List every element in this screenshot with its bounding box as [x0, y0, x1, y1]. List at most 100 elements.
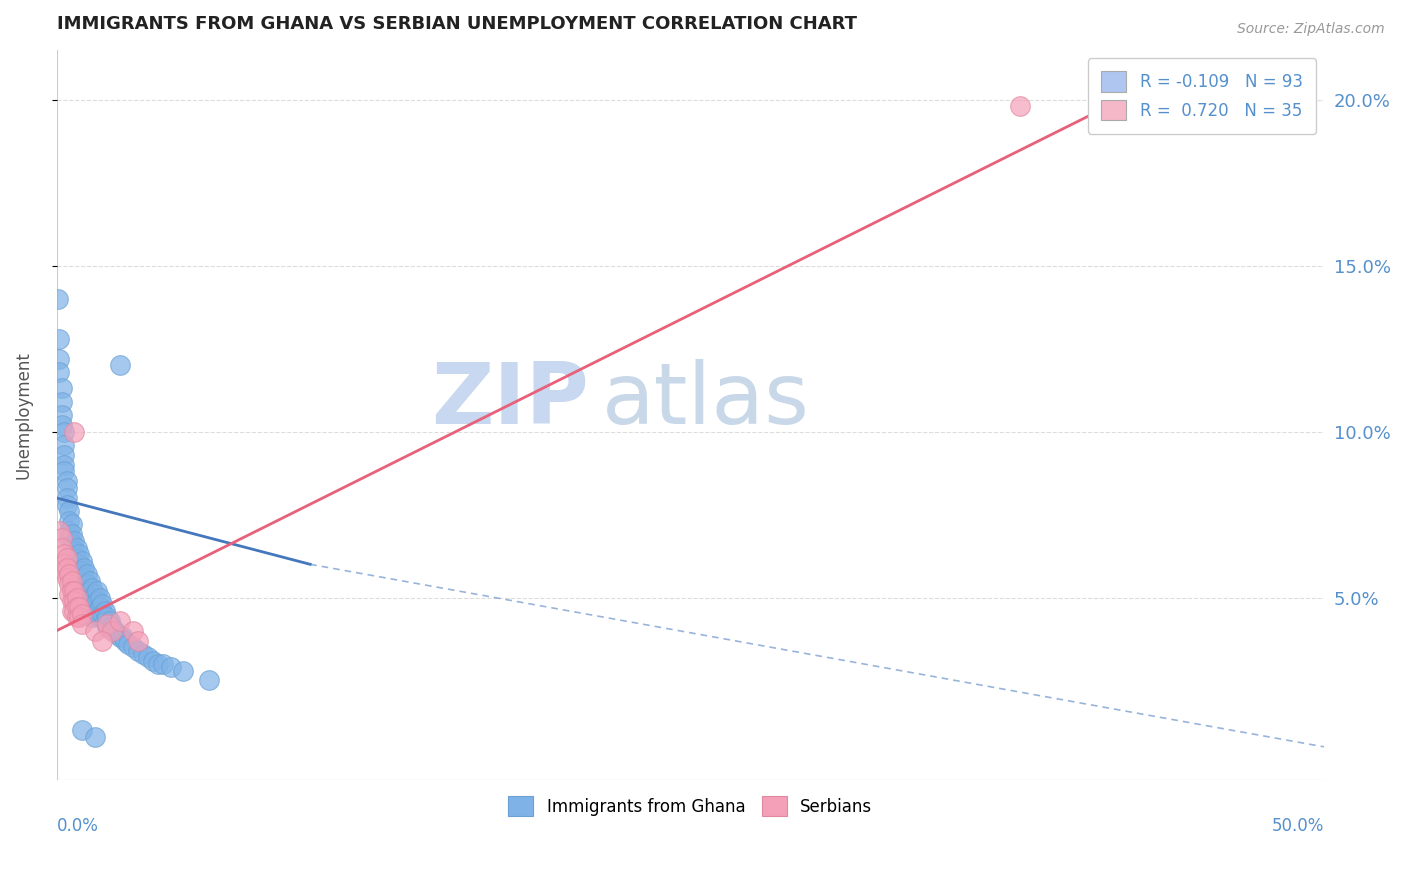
Y-axis label: Unemployment: Unemployment	[15, 351, 32, 479]
Point	[66, 541, 89, 555]
Point	[63, 534, 86, 549]
Point	[83, 624, 105, 638]
Point	[58, 524, 80, 538]
Point	[60, 594, 83, 608]
Point	[79, 583, 101, 598]
Point	[107, 627, 129, 641]
Point	[101, 620, 124, 634]
Point	[96, 620, 118, 634]
Point	[60, 527, 83, 541]
Point	[66, 610, 89, 624]
Point	[55, 475, 77, 489]
Point	[91, 607, 114, 621]
Point	[70, 574, 93, 588]
Point	[67, 547, 90, 561]
Point	[66, 550, 89, 565]
Text: 50.0%: 50.0%	[1272, 816, 1324, 835]
Point	[136, 650, 159, 665]
Point	[82, 591, 104, 605]
Point	[98, 614, 121, 628]
Point	[101, 624, 124, 638]
Point	[70, 554, 93, 568]
Point	[48, 365, 70, 379]
Point	[127, 643, 149, 657]
Point	[114, 633, 136, 648]
Point	[58, 587, 80, 601]
Point	[108, 614, 131, 628]
Point	[172, 664, 194, 678]
Point	[108, 630, 131, 644]
Point	[63, 594, 86, 608]
Point	[70, 581, 93, 595]
Point	[66, 591, 89, 605]
Point	[79, 594, 101, 608]
Point	[121, 624, 143, 638]
Point	[48, 332, 70, 346]
Point	[53, 547, 76, 561]
Point	[60, 604, 83, 618]
Point	[104, 624, 127, 638]
Point	[152, 657, 174, 671]
Point	[79, 574, 101, 588]
Point	[159, 660, 181, 674]
Point	[70, 607, 93, 621]
Point	[48, 524, 70, 538]
Point	[142, 654, 165, 668]
Point	[82, 610, 104, 624]
Point	[70, 564, 93, 578]
Point	[67, 574, 90, 588]
Point	[63, 564, 86, 578]
Point	[111, 630, 134, 644]
Point	[46, 292, 69, 306]
Point	[53, 438, 76, 452]
Point	[51, 381, 73, 395]
Point	[94, 614, 117, 628]
Point	[73, 581, 96, 595]
Point	[63, 425, 86, 439]
Point	[96, 617, 118, 632]
Point	[60, 547, 83, 561]
Point	[89, 610, 111, 624]
Point	[86, 594, 108, 608]
Point	[132, 647, 155, 661]
Point	[121, 640, 143, 655]
Point	[73, 587, 96, 601]
Point	[66, 560, 89, 574]
Point	[83, 607, 105, 621]
Point	[1008, 99, 1031, 113]
Point	[67, 558, 90, 572]
Point	[79, 600, 101, 615]
Point	[94, 604, 117, 618]
Point	[117, 637, 139, 651]
Point	[51, 408, 73, 422]
Point	[51, 417, 73, 432]
Point	[60, 583, 83, 598]
Point	[127, 633, 149, 648]
Point	[76, 587, 98, 601]
Point	[63, 554, 86, 568]
Text: ZIP: ZIP	[432, 359, 589, 442]
Point	[76, 577, 98, 591]
Point	[51, 541, 73, 555]
Point	[66, 567, 89, 582]
Point	[86, 583, 108, 598]
Point	[53, 564, 76, 578]
Point	[55, 550, 77, 565]
Point	[63, 604, 86, 618]
Point	[55, 481, 77, 495]
Point	[60, 537, 83, 551]
Point	[83, 587, 105, 601]
Point	[55, 571, 77, 585]
Point	[60, 517, 83, 532]
Point	[70, 617, 93, 632]
Point	[63, 544, 86, 558]
Point	[67, 600, 90, 615]
Point	[197, 673, 219, 688]
Point	[91, 597, 114, 611]
Point	[89, 600, 111, 615]
Point	[73, 560, 96, 574]
Point	[48, 351, 70, 366]
Point	[76, 594, 98, 608]
Point	[70, 723, 93, 738]
Point	[53, 558, 76, 572]
